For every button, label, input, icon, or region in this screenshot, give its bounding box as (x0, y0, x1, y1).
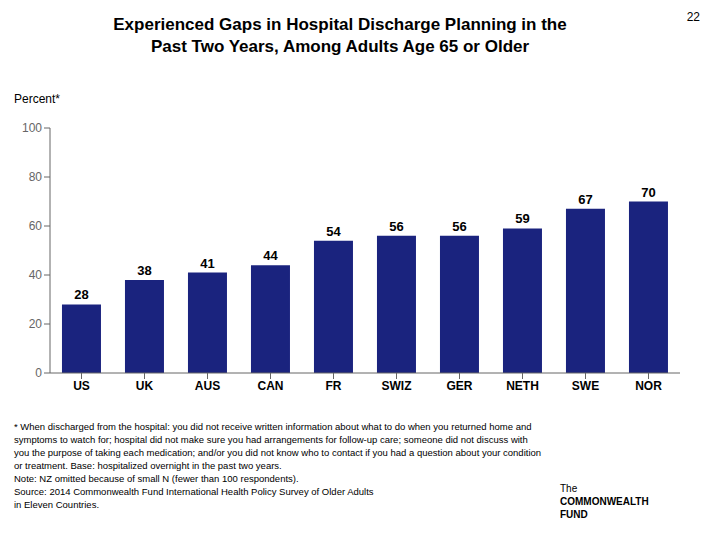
svg-text:NOR: NOR (635, 379, 662, 393)
html-text:symptoms to watch for; hospita: symptoms to watch for; hospital did not … (14, 434, 528, 445)
svg-text:NETH: NETH (506, 379, 539, 393)
html-text:Source: 2014 Commonwealth Fund: Source: 2014 Commonwealth Fund Internati… (14, 486, 374, 497)
svg-text:67: 67 (578, 192, 592, 207)
svg-text:100: 100 (22, 121, 42, 135)
svg-text:FR: FR (326, 379, 342, 393)
svg-text:CAN: CAN (258, 379, 284, 393)
html-text:COMMONWEALTH: COMMONWEALTH (560, 496, 649, 507)
svg-text:38: 38 (137, 263, 151, 278)
html-text:Past Two Years, Among Adults A: Past Two Years, Among Adults Age 65 or O… (150, 37, 530, 56)
svg-text:41: 41 (200, 256, 214, 271)
svg-text:GER: GER (446, 379, 472, 393)
svg-text:20: 20 (29, 317, 43, 331)
svg-text:59: 59 (515, 211, 529, 226)
svg-text:AUS: AUS (195, 379, 220, 393)
html-text:Percent*: Percent* (14, 92, 60, 106)
svg-text:56: 56 (389, 219, 403, 234)
html-text:FUND: FUND (560, 509, 588, 520)
svg-text:70: 70 (641, 185, 655, 200)
svg-text:60: 60 (29, 219, 43, 233)
html-text:or treatment. Base: hospitaliz: or treatment. Base: hospitalized overnig… (14, 460, 282, 471)
svg-text:54: 54 (326, 224, 341, 239)
svg-text:0: 0 (35, 366, 42, 380)
svg-text:UK: UK (136, 379, 154, 393)
html-text:* When discharged from the hos: * When discharged from the hospital: you… (14, 421, 532, 432)
svg-text:44: 44 (263, 248, 278, 263)
html-text:Note: NZ omitted because of sm: Note: NZ omitted because of small N (few… (14, 473, 299, 484)
svg-text:SWE: SWE (572, 379, 599, 393)
html-text:in Eleven Countries.: in Eleven Countries. (14, 499, 99, 510)
svg-text:80: 80 (29, 170, 43, 184)
svg-text:56: 56 (452, 219, 466, 234)
svg-text:28: 28 (74, 287, 88, 302)
html-text:you the purpose of taking each: you the purpose of taking each medicatio… (14, 447, 542, 458)
svg-text:40: 40 (29, 268, 43, 282)
html-text:22: 22 (686, 10, 700, 24)
svg-text:US: US (73, 379, 90, 393)
html-text:The: The (560, 483, 578, 494)
svg-text:SWIZ: SWIZ (382, 379, 412, 393)
html-text:Experienced Gaps in Hospital D: Experienced Gaps in Hospital Discharge P… (113, 15, 567, 34)
